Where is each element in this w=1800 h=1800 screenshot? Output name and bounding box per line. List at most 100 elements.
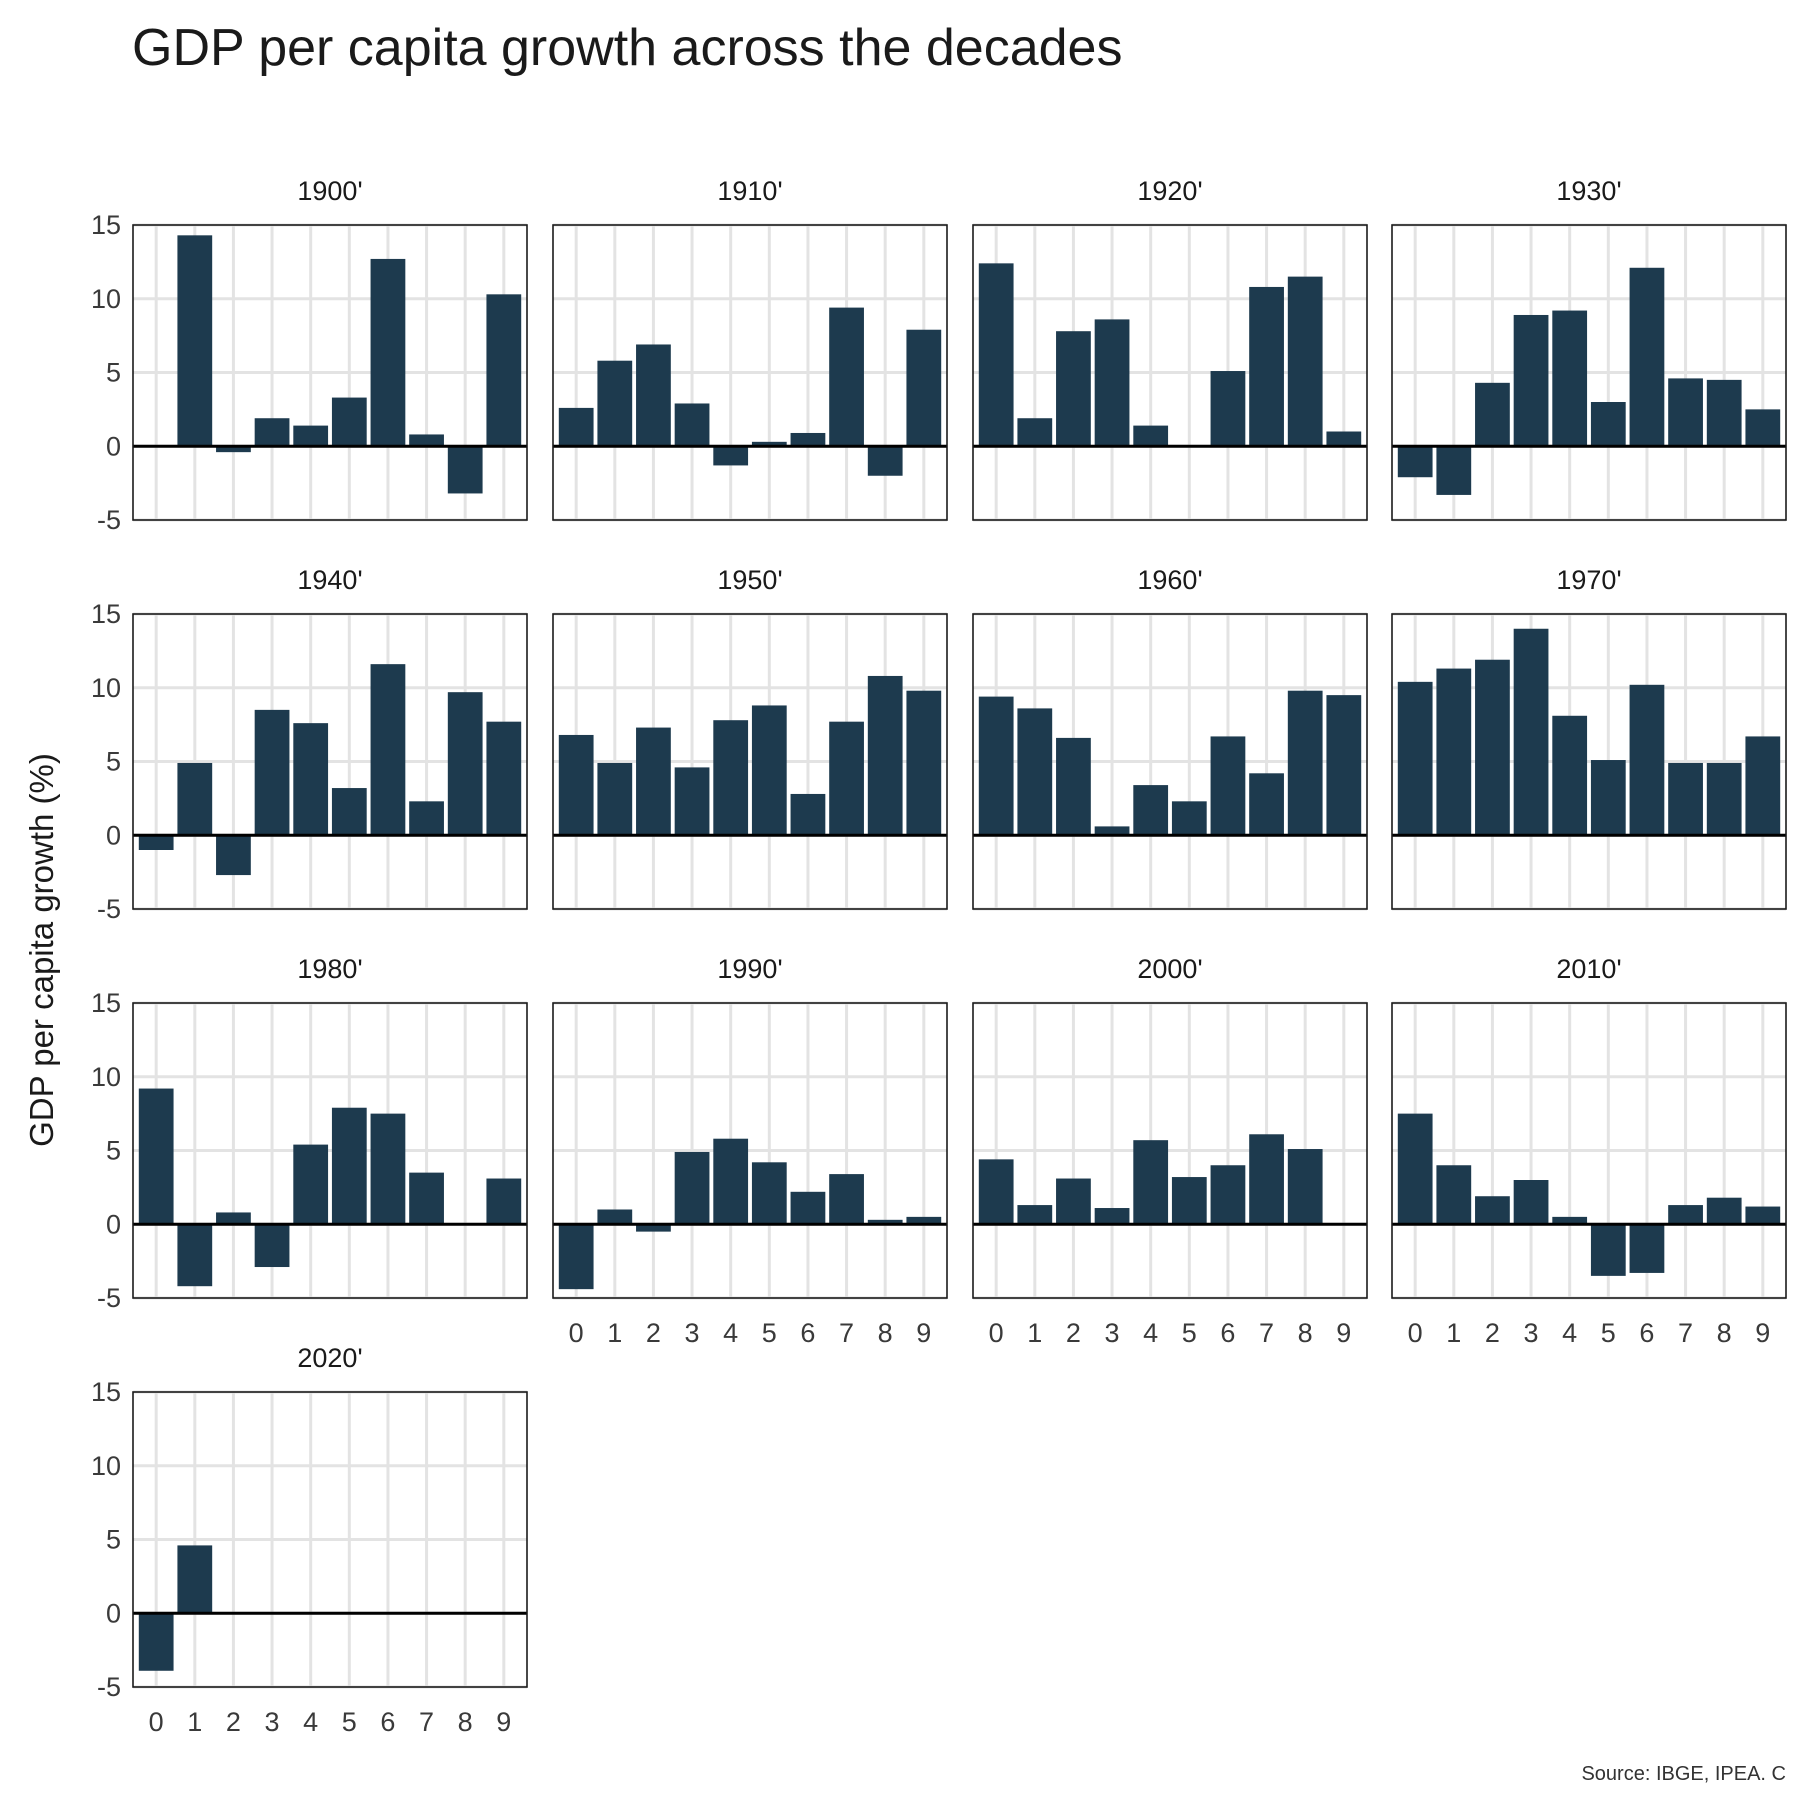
bar bbox=[1745, 409, 1781, 447]
x-tick-label: 6 bbox=[800, 1318, 815, 1348]
y-tick-label: 0 bbox=[106, 1598, 121, 1628]
bar bbox=[867, 1219, 903, 1225]
facet-strip-label: 1950' bbox=[717, 565, 782, 595]
bar bbox=[1094, 1208, 1130, 1225]
bar bbox=[1513, 628, 1549, 836]
x-tick-label: 4 bbox=[303, 1707, 318, 1737]
bar bbox=[447, 692, 483, 836]
bar bbox=[1475, 382, 1510, 447]
bar bbox=[713, 1138, 749, 1225]
x-tick-label: 0 bbox=[149, 1707, 164, 1737]
bar bbox=[1171, 801, 1207, 836]
y-tick-label: -5 bbox=[97, 894, 121, 924]
x-tick-label: 0 bbox=[569, 1318, 584, 1348]
bar bbox=[1094, 826, 1130, 836]
bar bbox=[486, 721, 522, 836]
bar bbox=[1629, 267, 1665, 447]
facet-panel: 1900' -5 0 5 10 15 bbox=[91, 176, 528, 535]
bar bbox=[293, 723, 329, 836]
facet-panel: 1960' bbox=[972, 565, 1368, 911]
bar bbox=[790, 793, 826, 836]
bar bbox=[906, 1216, 942, 1225]
panel-border bbox=[552, 613, 948, 910]
facet-panel: 1910' bbox=[552, 176, 948, 522]
bar bbox=[1552, 715, 1588, 836]
panel-border bbox=[1391, 613, 1787, 910]
bar bbox=[1056, 1178, 1091, 1225]
bar bbox=[138, 1088, 174, 1225]
y-axis-label: GDP per capita growth (%) bbox=[23, 753, 60, 1147]
x-tick-label: 9 bbox=[1336, 1318, 1351, 1348]
bar bbox=[1629, 684, 1665, 836]
bar bbox=[1668, 762, 1703, 836]
bar bbox=[370, 1113, 406, 1225]
facet-strip-label: 1970' bbox=[1556, 565, 1621, 595]
y-tick-label: -5 bbox=[97, 1283, 121, 1313]
y-tick-label: 5 bbox=[106, 1525, 121, 1555]
bar bbox=[254, 709, 290, 836]
bar bbox=[1249, 1134, 1284, 1225]
x-tick-label: 8 bbox=[1717, 1318, 1732, 1348]
bar bbox=[1475, 659, 1510, 836]
x-tick-label: 2 bbox=[1485, 1318, 1500, 1348]
panel-border bbox=[1391, 224, 1787, 521]
bar bbox=[558, 407, 594, 447]
facet-panel: 1970' bbox=[1391, 565, 1787, 911]
x-tick-label: 8 bbox=[878, 1318, 893, 1348]
bar bbox=[636, 344, 671, 447]
bar bbox=[1436, 1165, 1472, 1225]
bar bbox=[674, 1151, 710, 1225]
bar bbox=[636, 727, 671, 836]
facet-panel: 1990' 0 1 2 3 4 5 6 7 8 9 bbox=[552, 954, 948, 1348]
y-tick-label: -5 bbox=[97, 1672, 121, 1702]
y-tick-label: 10 bbox=[91, 1451, 121, 1481]
bar bbox=[1590, 760, 1626, 836]
facet-strip-label: 1980' bbox=[297, 954, 362, 984]
bar bbox=[1133, 1140, 1169, 1225]
x-tick-label: 9 bbox=[1755, 1318, 1770, 1348]
facet-panel: 1940' -5 0 5 10 15 bbox=[91, 565, 528, 924]
facet-strip-label: 2010' bbox=[1556, 954, 1621, 984]
bar bbox=[558, 734, 594, 836]
bar bbox=[254, 1224, 290, 1268]
bar bbox=[636, 1224, 671, 1232]
bar bbox=[1249, 773, 1284, 836]
bar bbox=[331, 397, 367, 447]
bar bbox=[674, 403, 710, 447]
bar bbox=[177, 235, 213, 447]
y-tick-label: 15 bbox=[91, 1377, 121, 1407]
x-tick-label: 4 bbox=[1143, 1318, 1158, 1348]
bar bbox=[1326, 431, 1362, 447]
bar bbox=[1552, 310, 1588, 447]
bar bbox=[978, 263, 1014, 447]
facet-strip-label: 2020' bbox=[297, 1343, 362, 1373]
facet-strip-label: 1920' bbox=[1137, 176, 1202, 206]
panel-border bbox=[552, 1002, 948, 1299]
bar bbox=[1668, 1205, 1703, 1225]
bar bbox=[867, 446, 903, 476]
bar bbox=[906, 690, 942, 836]
facet-strip-label: 1910' bbox=[717, 176, 782, 206]
x-tick-label: 2 bbox=[1066, 1318, 1081, 1348]
facet-strip-label: 2000' bbox=[1137, 954, 1202, 984]
x-tick-label: 5 bbox=[1601, 1318, 1616, 1348]
bar bbox=[978, 1159, 1014, 1225]
bar bbox=[1133, 785, 1169, 836]
bar bbox=[1629, 1224, 1665, 1273]
bar bbox=[331, 1107, 367, 1225]
bar bbox=[597, 762, 633, 836]
bar bbox=[1590, 402, 1626, 447]
bar bbox=[829, 721, 864, 836]
y-tick-label: 0 bbox=[106, 431, 121, 461]
y-tick-label: 5 bbox=[106, 1136, 121, 1166]
panel-border bbox=[552, 224, 948, 521]
x-tick-label: 6 bbox=[1639, 1318, 1654, 1348]
x-tick-label: 1 bbox=[607, 1318, 622, 1348]
bar bbox=[1287, 276, 1323, 447]
bar bbox=[1056, 331, 1091, 447]
panel-border bbox=[972, 224, 1368, 521]
facet-strip-label: 1990' bbox=[717, 954, 782, 984]
bar bbox=[1210, 736, 1246, 836]
panel-border bbox=[1391, 1002, 1787, 1299]
y-tick-label: 15 bbox=[91, 210, 121, 240]
